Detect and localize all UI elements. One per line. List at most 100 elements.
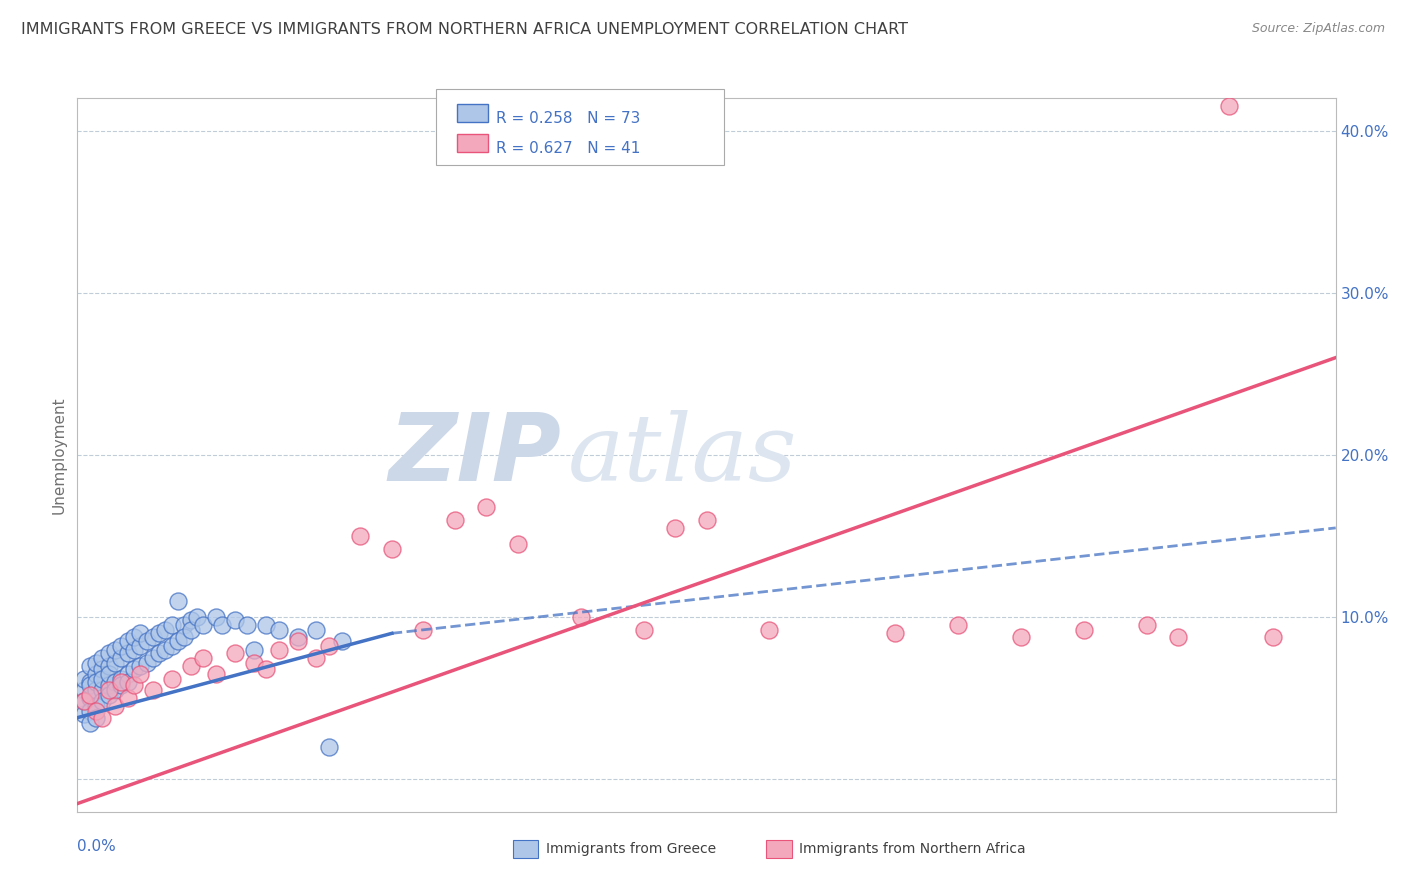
Point (173, 618, 195, 632)
Point (91, 672, 114, 686)
Point (84, 675, 107, 690)
Point (180, 623, 202, 637)
Point (104, 699, 127, 714)
Point (135, 656, 157, 670)
Point (191, 618, 215, 632)
Point (696, 513, 718, 527)
Point (254, 618, 277, 632)
Point (1136, 618, 1159, 632)
Point (180, 658, 202, 673)
Point (242, 656, 264, 670)
Point (884, 626, 907, 640)
Point (110, 672, 132, 686)
Point (91, 711, 114, 725)
Point (79, 688, 101, 702)
Point (318, 640, 340, 654)
Point (1167, 630, 1189, 644)
Point (84, 683, 107, 698)
Point (72, 694, 94, 708)
Point (167, 634, 190, 648)
Point (155, 623, 177, 637)
Point (204, 610, 226, 624)
Point (104, 683, 127, 698)
Point (148, 646, 170, 660)
Point (122, 642, 145, 657)
Point (84, 666, 107, 681)
Text: Immigrants from Greece: Immigrants from Greece (546, 842, 716, 856)
Point (84, 656, 107, 670)
Point (91, 694, 114, 708)
Point (204, 666, 226, 681)
Point (104, 656, 127, 670)
Point (117, 646, 139, 660)
Text: IMMIGRANTS FROM GREECE VS IMMIGRANTS FROM NORTHERN AFRICA UNEMPLOYMENT CORRELATI: IMMIGRANTS FROM GREECE VS IMMIGRANTS FRO… (21, 22, 908, 37)
Point (79, 704, 101, 718)
Point (110, 675, 132, 690)
Y-axis label: Unemployment: Unemployment (51, 396, 66, 514)
Point (72, 694, 94, 708)
Point (186, 610, 208, 624)
Point (129, 666, 152, 681)
Point (224, 646, 246, 660)
Text: ZIP: ZIP (389, 409, 562, 501)
Point (129, 626, 152, 640)
Point (129, 640, 152, 654)
Point (122, 630, 145, 644)
Point (167, 594, 190, 608)
Point (318, 739, 340, 754)
Point (79, 691, 101, 706)
Point (242, 642, 264, 657)
Point (79, 658, 101, 673)
Point (633, 623, 655, 637)
Point (84, 699, 107, 714)
Point (191, 650, 215, 665)
Point (758, 623, 780, 637)
Point (569, 610, 592, 624)
Point (104, 675, 127, 690)
Point (97, 658, 120, 673)
Point (117, 691, 139, 706)
Point (142, 630, 165, 644)
Point (97, 683, 120, 698)
Point (110, 640, 132, 654)
Point (1261, 630, 1284, 644)
Text: atlas: atlas (568, 410, 797, 500)
Point (412, 623, 434, 637)
Point (664, 521, 686, 535)
Point (224, 613, 246, 627)
Point (72, 707, 94, 722)
Point (211, 618, 233, 632)
Point (160, 672, 183, 686)
Text: R = 0.627   N = 41: R = 0.627 N = 41 (496, 141, 641, 156)
Point (84, 711, 107, 725)
Point (381, 541, 404, 556)
Point (110, 678, 132, 692)
Point (160, 618, 183, 632)
Point (72, 683, 94, 698)
Point (79, 675, 101, 690)
Point (305, 650, 328, 665)
Point (142, 683, 165, 698)
Point (305, 623, 328, 637)
Point (173, 630, 195, 644)
Point (267, 623, 290, 637)
Point (97, 688, 120, 702)
Point (79, 678, 101, 692)
Point (349, 529, 371, 543)
Point (155, 642, 177, 657)
Point (148, 626, 170, 640)
Text: R = 0.258   N = 73: R = 0.258 N = 73 (496, 111, 641, 126)
Point (110, 650, 132, 665)
Point (330, 634, 353, 648)
Point (142, 650, 165, 665)
Point (444, 513, 467, 527)
Point (287, 630, 309, 644)
Point (180, 613, 202, 627)
Point (236, 618, 259, 632)
Point (97, 646, 120, 660)
Point (117, 675, 139, 690)
Point (254, 662, 277, 676)
Point (84, 704, 107, 718)
Text: Immigrants from Northern Africa: Immigrants from Northern Africa (799, 842, 1025, 856)
Text: 0.0%: 0.0% (77, 839, 117, 854)
